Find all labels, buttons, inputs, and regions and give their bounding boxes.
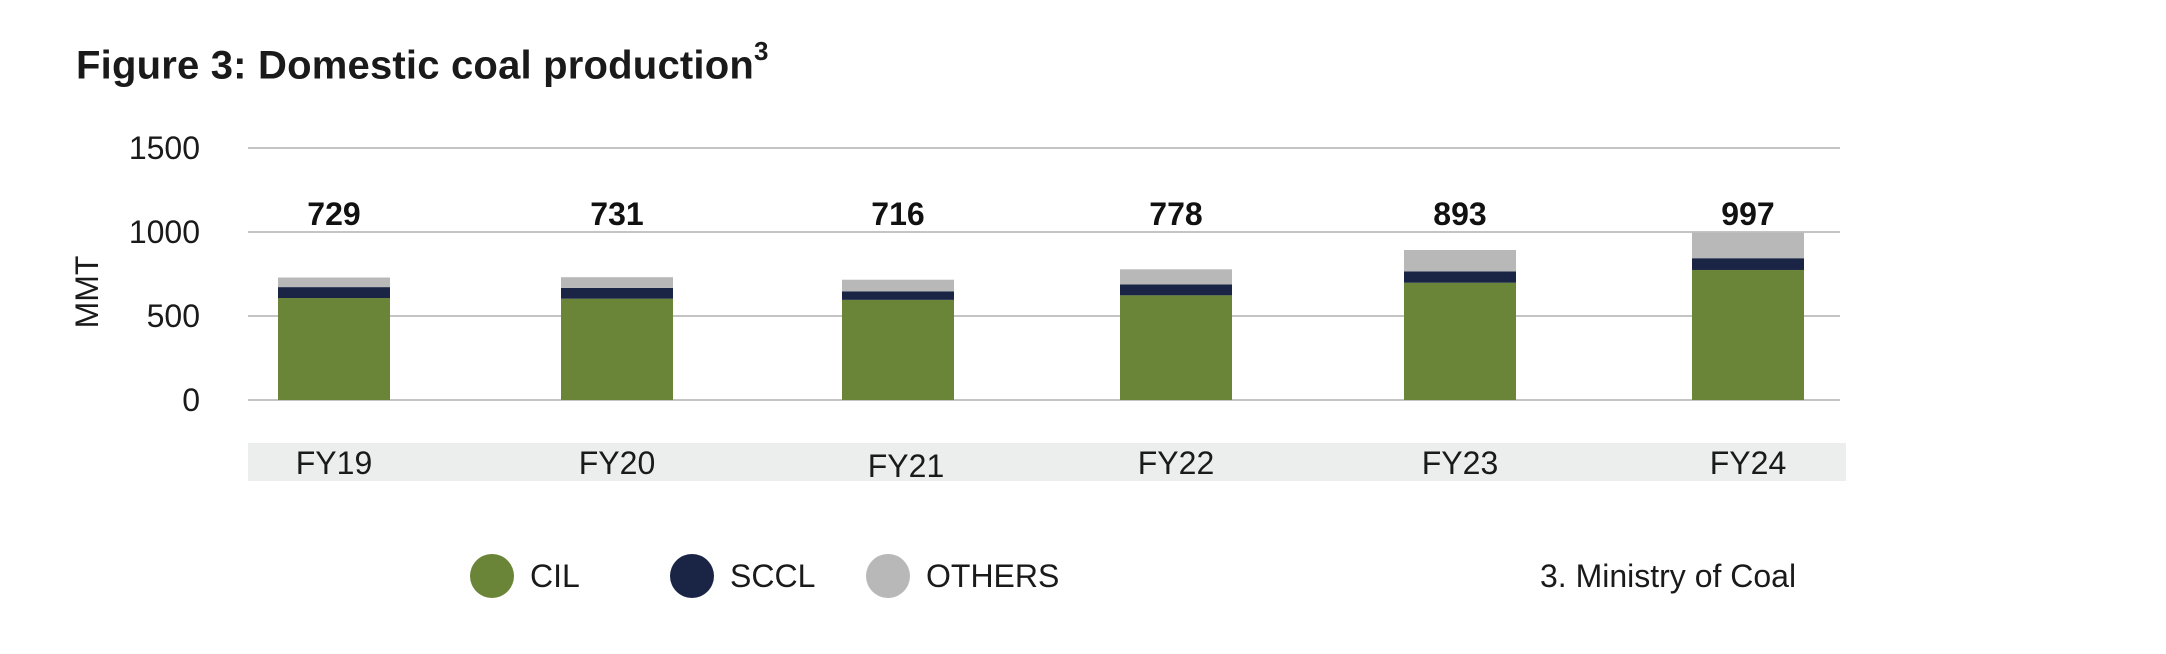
gridlines <box>248 147 1840 401</box>
x-tick-label: FY23 <box>1422 445 1498 481</box>
bar-segment-sccl-fy21 <box>842 291 954 300</box>
y-tick-label: 1000 <box>129 214 200 250</box>
legend-label-cil: CIL <box>530 557 580 594</box>
legend-item-others: OTHERS <box>866 552 1059 600</box>
bar-segment-others-fy23 <box>1404 249 1516 272</box>
total-label: 997 <box>1721 196 1774 232</box>
bar-segment-cil-fy21 <box>842 299 954 400</box>
legend: CIL SCCL OTHERS <box>0 552 2166 600</box>
total-label: 731 <box>590 196 643 232</box>
bar-segment-cil-fy23 <box>1404 282 1516 400</box>
legend-label-sccl: SCCL <box>730 557 816 594</box>
bar-segment-sccl-fy22 <box>1120 284 1232 296</box>
bar-chart: 0 500 1000 1500 MMT 729 731 716 778 893 997 FY19… <box>69 130 1846 484</box>
bar-segment-cil-fy24 <box>1692 269 1804 400</box>
title-footnote-marker: 3 <box>754 36 769 66</box>
y-tick-labels: 0 500 1000 1500 <box>129 130 200 418</box>
x-tick-label: FY24 <box>1710 445 1786 481</box>
chart-title: Figure 3: Domestic coal production3 <box>76 36 769 88</box>
bar-segment-others-fy19 <box>278 277 390 288</box>
category-band <box>248 443 1846 481</box>
bar-segment-cil-fy19 <box>278 298 390 400</box>
total-label: 778 <box>1149 196 1202 232</box>
bar-segment-others-fy21 <box>842 279 954 292</box>
y-tick-label: 0 <box>182 382 200 418</box>
legend-label-others: OTHERS <box>926 557 1060 594</box>
bar-segment-sccl-fy23 <box>1404 271 1516 283</box>
bars <box>278 232 1804 400</box>
x-tick-label: FY19 <box>296 445 372 481</box>
bar-segment-sccl-fy20 <box>561 287 673 299</box>
x-tick-label: FY20 <box>579 445 655 481</box>
x-tick-label: FY21 <box>868 448 944 484</box>
bar-segment-others-fy24 <box>1692 232 1804 259</box>
legend-item-sccl: SCCL <box>670 552 815 600</box>
bar-segment-sccl-fy24 <box>1692 258 1804 270</box>
bar-segment-sccl-fy19 <box>278 287 390 299</box>
bar-segment-cil-fy22 <box>1120 295 1232 400</box>
total-label: 729 <box>307 196 360 232</box>
y-axis-label: MMT <box>69 256 105 329</box>
bar-segment-others-fy22 <box>1120 269 1232 285</box>
bar-segment-others-fy20 <box>561 277 673 288</box>
y-tick-label: 500 <box>147 298 200 334</box>
total-label: 716 <box>871 196 924 232</box>
source-note: 3. Ministry of Coal <box>1540 558 1797 594</box>
legend-swatch-cil <box>470 554 514 598</box>
x-tick-labels: FY19 FY20 FY21 FY22 FY23 FY24 <box>296 445 1786 484</box>
legend-swatch-others <box>866 554 910 598</box>
chart-title-text: Figure 3: Domestic coal production <box>76 43 754 88</box>
x-tick-label: FY22 <box>1138 445 1214 481</box>
bar-segment-cil-fy20 <box>561 298 673 400</box>
legend-swatch-sccl <box>670 554 714 598</box>
y-tick-label: 1500 <box>129 130 200 166</box>
legend-item-cil: CIL <box>470 552 580 600</box>
total-label: 893 <box>1433 196 1486 232</box>
total-labels: 729 731 716 778 893 997 <box>307 196 1774 232</box>
